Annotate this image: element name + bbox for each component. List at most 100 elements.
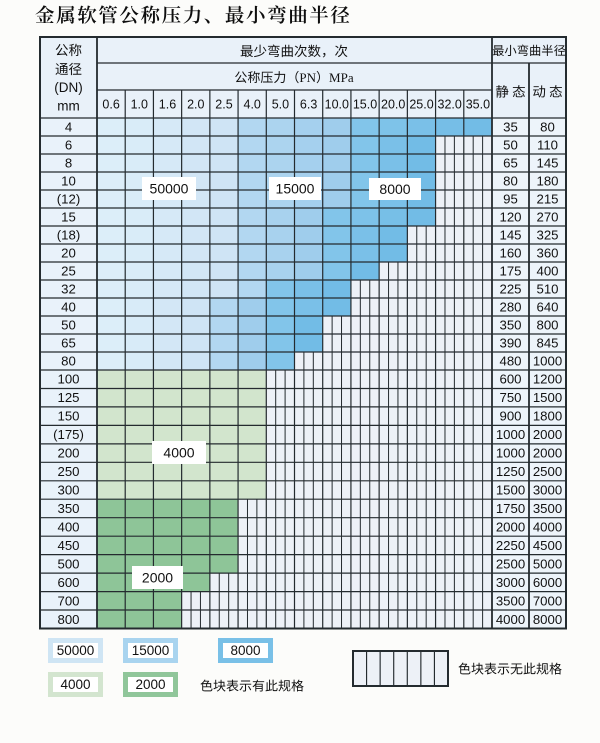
svg-text:1.0: 1.0	[131, 98, 148, 112]
svg-text:8000: 8000	[533, 612, 562, 627]
svg-text:15.0: 15.0	[353, 98, 377, 112]
svg-text:1750: 1750	[496, 501, 525, 516]
svg-text:8: 8	[65, 156, 72, 171]
svg-text:2250: 2250	[496, 538, 525, 553]
svg-text:3000: 3000	[496, 575, 525, 590]
svg-text:(DN): (DN)	[54, 80, 83, 95]
svg-text:400: 400	[536, 264, 558, 279]
svg-text:125: 125	[57, 390, 79, 405]
svg-text:100: 100	[57, 372, 79, 387]
svg-text:350: 350	[57, 501, 79, 516]
svg-text:80: 80	[540, 120, 555, 135]
svg-text:325: 325	[536, 228, 558, 243]
svg-text:1000: 1000	[496, 427, 525, 442]
svg-text:50: 50	[61, 318, 76, 333]
svg-text:120: 120	[499, 210, 521, 225]
svg-text:65: 65	[503, 156, 518, 171]
svg-text:65: 65	[61, 336, 76, 351]
svg-text:50: 50	[503, 138, 518, 153]
svg-text:3000: 3000	[533, 483, 562, 498]
svg-text:900: 900	[499, 409, 521, 424]
svg-text:1000: 1000	[533, 354, 562, 369]
svg-text:400: 400	[57, 519, 79, 534]
svg-text:800: 800	[536, 318, 558, 333]
svg-text:8000: 8000	[379, 181, 410, 197]
svg-text:20: 20	[61, 246, 76, 261]
svg-text:1500: 1500	[533, 390, 562, 405]
svg-text:6000: 6000	[533, 575, 562, 590]
svg-text:150: 150	[57, 409, 79, 424]
svg-text:1000: 1000	[496, 446, 525, 461]
svg-text:160: 160	[499, 246, 521, 261]
svg-text:2500: 2500	[496, 556, 525, 571]
svg-text:360: 360	[536, 246, 558, 261]
svg-text:390: 390	[499, 336, 521, 351]
svg-text:公称压力（PN）MPa: 公称压力（PN）MPa	[234, 67, 353, 86]
svg-text:25: 25	[61, 264, 76, 279]
svg-text:动 态: 动 态	[532, 81, 562, 101]
svg-text:最小弯曲半径: 最小弯曲半径	[492, 41, 566, 59]
svg-text:最少弯曲次数，次: 最少弯曲次数，次	[240, 40, 348, 60]
svg-text:2000: 2000	[142, 570, 173, 586]
svg-text:2.0: 2.0	[187, 98, 204, 112]
svg-text:2000: 2000	[135, 677, 165, 692]
svg-text:50000: 50000	[57, 643, 95, 658]
svg-text:200: 200	[57, 446, 79, 461]
svg-text:300: 300	[57, 483, 79, 498]
svg-text:4000: 4000	[496, 612, 525, 627]
svg-text:145: 145	[536, 156, 558, 171]
svg-text:1800: 1800	[533, 409, 562, 424]
svg-text:1250: 1250	[496, 464, 525, 479]
svg-text:15000: 15000	[276, 181, 315, 197]
svg-text:(18): (18)	[57, 228, 80, 243]
svg-text:50000: 50000	[150, 181, 189, 197]
svg-text:4000: 4000	[60, 677, 90, 692]
svg-text:280: 280	[499, 300, 521, 315]
svg-text:2000: 2000	[533, 427, 562, 442]
svg-text:95: 95	[503, 192, 518, 207]
svg-text:600: 600	[499, 372, 521, 387]
svg-text:510: 510	[536, 282, 558, 297]
svg-text:(12): (12)	[57, 192, 80, 207]
svg-text:145: 145	[499, 228, 521, 243]
svg-text:270: 270	[536, 210, 558, 225]
svg-text:公称: 公称	[55, 39, 82, 59]
svg-text:10: 10	[61, 174, 76, 189]
svg-text:7000: 7000	[533, 593, 562, 608]
svg-text:4000: 4000	[533, 519, 562, 534]
svg-text:3500: 3500	[533, 501, 562, 516]
svg-text:静 态: 静 态	[495, 81, 525, 101]
svg-text:180: 180	[536, 174, 558, 189]
svg-text:700: 700	[57, 593, 79, 608]
svg-text:6: 6	[65, 138, 72, 153]
svg-text:4.0: 4.0	[244, 98, 261, 112]
svg-text:800: 800	[57, 612, 79, 627]
svg-text:225: 225	[499, 282, 521, 297]
svg-text:2500: 2500	[533, 464, 562, 479]
svg-text:1.6: 1.6	[159, 98, 176, 112]
svg-text:750: 750	[499, 390, 521, 405]
svg-text:250: 250	[57, 464, 79, 479]
svg-text:40: 40	[61, 300, 76, 315]
svg-text:8000: 8000	[230, 643, 260, 658]
svg-text:5.0: 5.0	[272, 98, 289, 112]
svg-text:2000: 2000	[533, 446, 562, 461]
svg-text:640: 640	[536, 300, 558, 315]
svg-text:1200: 1200	[533, 372, 562, 387]
svg-text:215: 215	[536, 192, 558, 207]
svg-text:80: 80	[61, 354, 76, 369]
svg-text:4000: 4000	[163, 445, 194, 461]
svg-text:15000: 15000	[132, 643, 170, 658]
svg-text:450: 450	[57, 538, 79, 553]
svg-text:175: 175	[499, 264, 521, 279]
svg-text:25.0: 25.0	[409, 98, 433, 112]
svg-text:色块表示有此规格: 色块表示有此规格	[200, 676, 304, 695]
svg-text:500: 500	[57, 556, 79, 571]
svg-text:4500: 4500	[533, 538, 562, 553]
svg-text:通径: 通径	[55, 58, 82, 78]
svg-text:0.6: 0.6	[102, 98, 119, 112]
svg-text:10.0: 10.0	[325, 98, 349, 112]
svg-text:(175): (175)	[53, 427, 84, 442]
svg-text:110: 110	[537, 138, 558, 153]
svg-text:845: 845	[536, 336, 558, 351]
